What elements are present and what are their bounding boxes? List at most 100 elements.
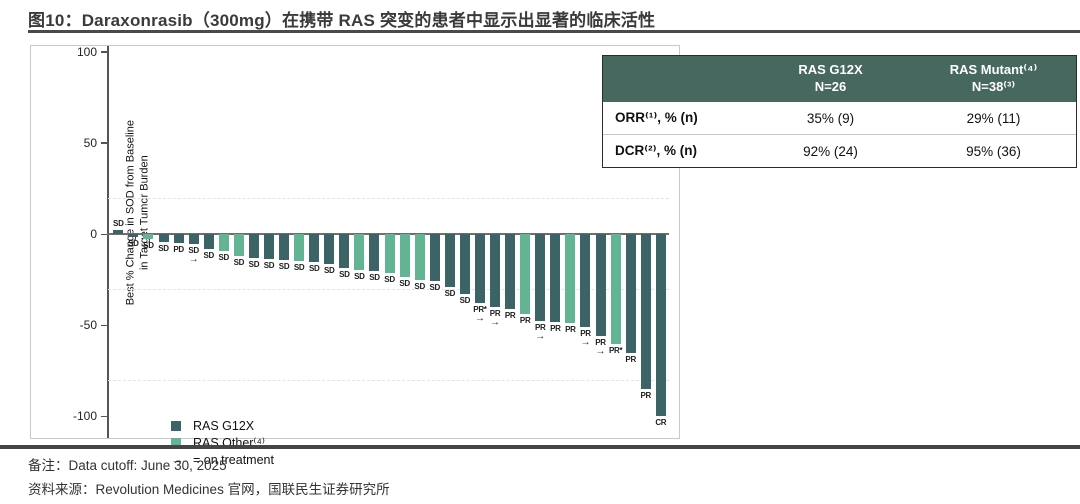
waterfall-bar (580, 234, 591, 328)
header-ras-mutant: RAS Mutant⁽⁴⁾ N=38⁽³⁾ (949, 62, 1038, 94)
bar-response-label: PR (565, 325, 576, 335)
waterfall-bar (354, 234, 365, 270)
bar-response-label: PR* (473, 305, 487, 315)
figure-title: 图10：Daraxonrasib（300mg）在携带 RAS 突变的患者中显示出… (28, 11, 656, 30)
footer-divider (0, 445, 1080, 449)
waterfall-bar (550, 234, 561, 323)
table-row-dcr: DCR⁽²⁾, % (n) 92% (24) 95% (36) (603, 134, 1076, 167)
plot-area: 100 50 0 -50 -100 SD SD SD SD PD SD → SD SD SD SD SD SD SD… (31, 44, 679, 438)
table-row-orr: ORR⁽¹⁾, % (n) 35% (9) 29% (11) (615, 110, 1021, 126)
y-tick-mark (101, 415, 107, 418)
bar-response-label: SD (218, 253, 230, 263)
waterfall-bar (188, 234, 199, 245)
y-tick-label: 0 (90, 227, 97, 241)
header-ras-g12x: RAS G12X N=26 (798, 62, 863, 94)
bar-response-label: SD (339, 269, 350, 279)
bar-response-label: PD (173, 245, 184, 255)
y-tick-mark (101, 51, 107, 53)
bar-response-label: SD (324, 266, 335, 276)
bar-response-label: SD (414, 281, 425, 291)
bar-response-label: PR (489, 308, 501, 318)
on-treatment-arrow-icon: → (580, 337, 591, 349)
legend-item-on-treatment: → = on treatment (171, 452, 274, 467)
waterfall-bar (143, 234, 154, 240)
waterfall-bar (294, 234, 305, 262)
bar-response-label: SD (369, 273, 380, 283)
bar-response-label: PR (595, 338, 606, 348)
waterfall-bar (520, 234, 531, 315)
waterfall-bar (399, 234, 410, 277)
y-axis-line (107, 46, 109, 438)
y-tick-mark (101, 324, 107, 327)
waterfall-chart-panel: Best % Change in SOD from Baseline in Ta… (30, 44, 680, 467)
reference-line (108, 288, 669, 290)
on-treatment-arrow-icon: → (535, 330, 546, 342)
waterfall-bar (369, 234, 380, 272)
bar-response-label: SD (399, 278, 410, 288)
waterfall-bar (173, 234, 184, 244)
reference-line (108, 379, 669, 381)
y-tick-label: 100 (76, 44, 97, 59)
zero-baseline (107, 233, 669, 235)
bar-response-label: PR (519, 316, 531, 326)
waterfall-bar (128, 234, 139, 237)
on-treatment-arrow-icon: → (188, 254, 199, 266)
y-tick-mark (101, 142, 107, 144)
waterfall-bar (339, 234, 350, 268)
bar-response-label: SD (384, 275, 395, 285)
bar-response-label: SD (188, 246, 199, 256)
waterfall-bar (640, 234, 651, 390)
footer-note: 备注：Data cutoff: June 30, 2025 (28, 458, 227, 473)
y-tick-mark (101, 233, 107, 235)
waterfall-bar (158, 234, 169, 243)
bar-response-label: PR (580, 329, 591, 339)
waterfall-bar (429, 234, 440, 282)
waterfall-bar (444, 234, 455, 287)
bar-response-label: SD (143, 241, 154, 251)
waterfall-bar (384, 234, 395, 274)
bar-response-label: SD (233, 257, 245, 267)
bar-response-label: SD (263, 260, 275, 270)
ras-other-swatch-icon (171, 437, 181, 448)
on-treatment-arrow-icon: → (474, 313, 485, 325)
bar-response-label: PR (504, 310, 516, 320)
on-treatment-arrow-icon: → (595, 346, 606, 358)
waterfall-bar (474, 234, 485, 304)
bar-response-label: PR (534, 322, 546, 332)
waterfall-bar (248, 234, 259, 258)
waterfall-bar (655, 234, 666, 417)
waterfall-bar (113, 230, 124, 234)
reference-line (108, 197, 669, 199)
waterfall-bar (459, 234, 470, 295)
bar-response-label: PR* (608, 346, 623, 356)
bar-response-label: SD (113, 219, 124, 229)
bar-response-label: PR (625, 354, 636, 364)
on-treatment-arrow-icon: → (490, 316, 501, 328)
bar-response-label: SD (248, 259, 260, 269)
waterfall-bar (218, 234, 229, 252)
waterfall-bar (490, 234, 501, 307)
bar-response-label: SD (429, 283, 441, 293)
waterfall-bar (610, 234, 621, 345)
title-underline (28, 30, 1080, 33)
results-table-header: RAS G12X N=26 RAS Mutant⁽⁴⁾ N=38⁽³⁾ (603, 56, 1076, 102)
bar-response-label: SD (293, 263, 305, 273)
waterfall-bar (535, 234, 546, 321)
waterfall-bar (414, 234, 425, 280)
bar-response-label: SD (203, 250, 214, 260)
results-table: RAS G12X N=26 RAS Mutant⁽⁴⁾ N=38⁽³⁾ ORR⁽… (602, 55, 1077, 168)
waterfall-bar (264, 234, 274, 259)
waterfall-bar (233, 234, 244, 256)
legend-item-ras-g12x: RAS G12X (171, 417, 274, 434)
footer-source: 资料来源：Revolution Medicines 官网，国联民生证券研究所 (28, 482, 390, 497)
y-tick-label: -100 (72, 409, 97, 424)
y-tick-label: 50 (83, 135, 97, 150)
bar-response-label: SD (444, 288, 456, 298)
bar-response-label: SD (278, 262, 290, 272)
waterfall-bar (625, 234, 636, 353)
bar-response-label: SD (308, 264, 320, 274)
on-treatment-arrow-icon: → (171, 452, 184, 467)
ras-g12x-swatch-icon (171, 420, 181, 431)
bar-response-label: PR (640, 391, 651, 401)
